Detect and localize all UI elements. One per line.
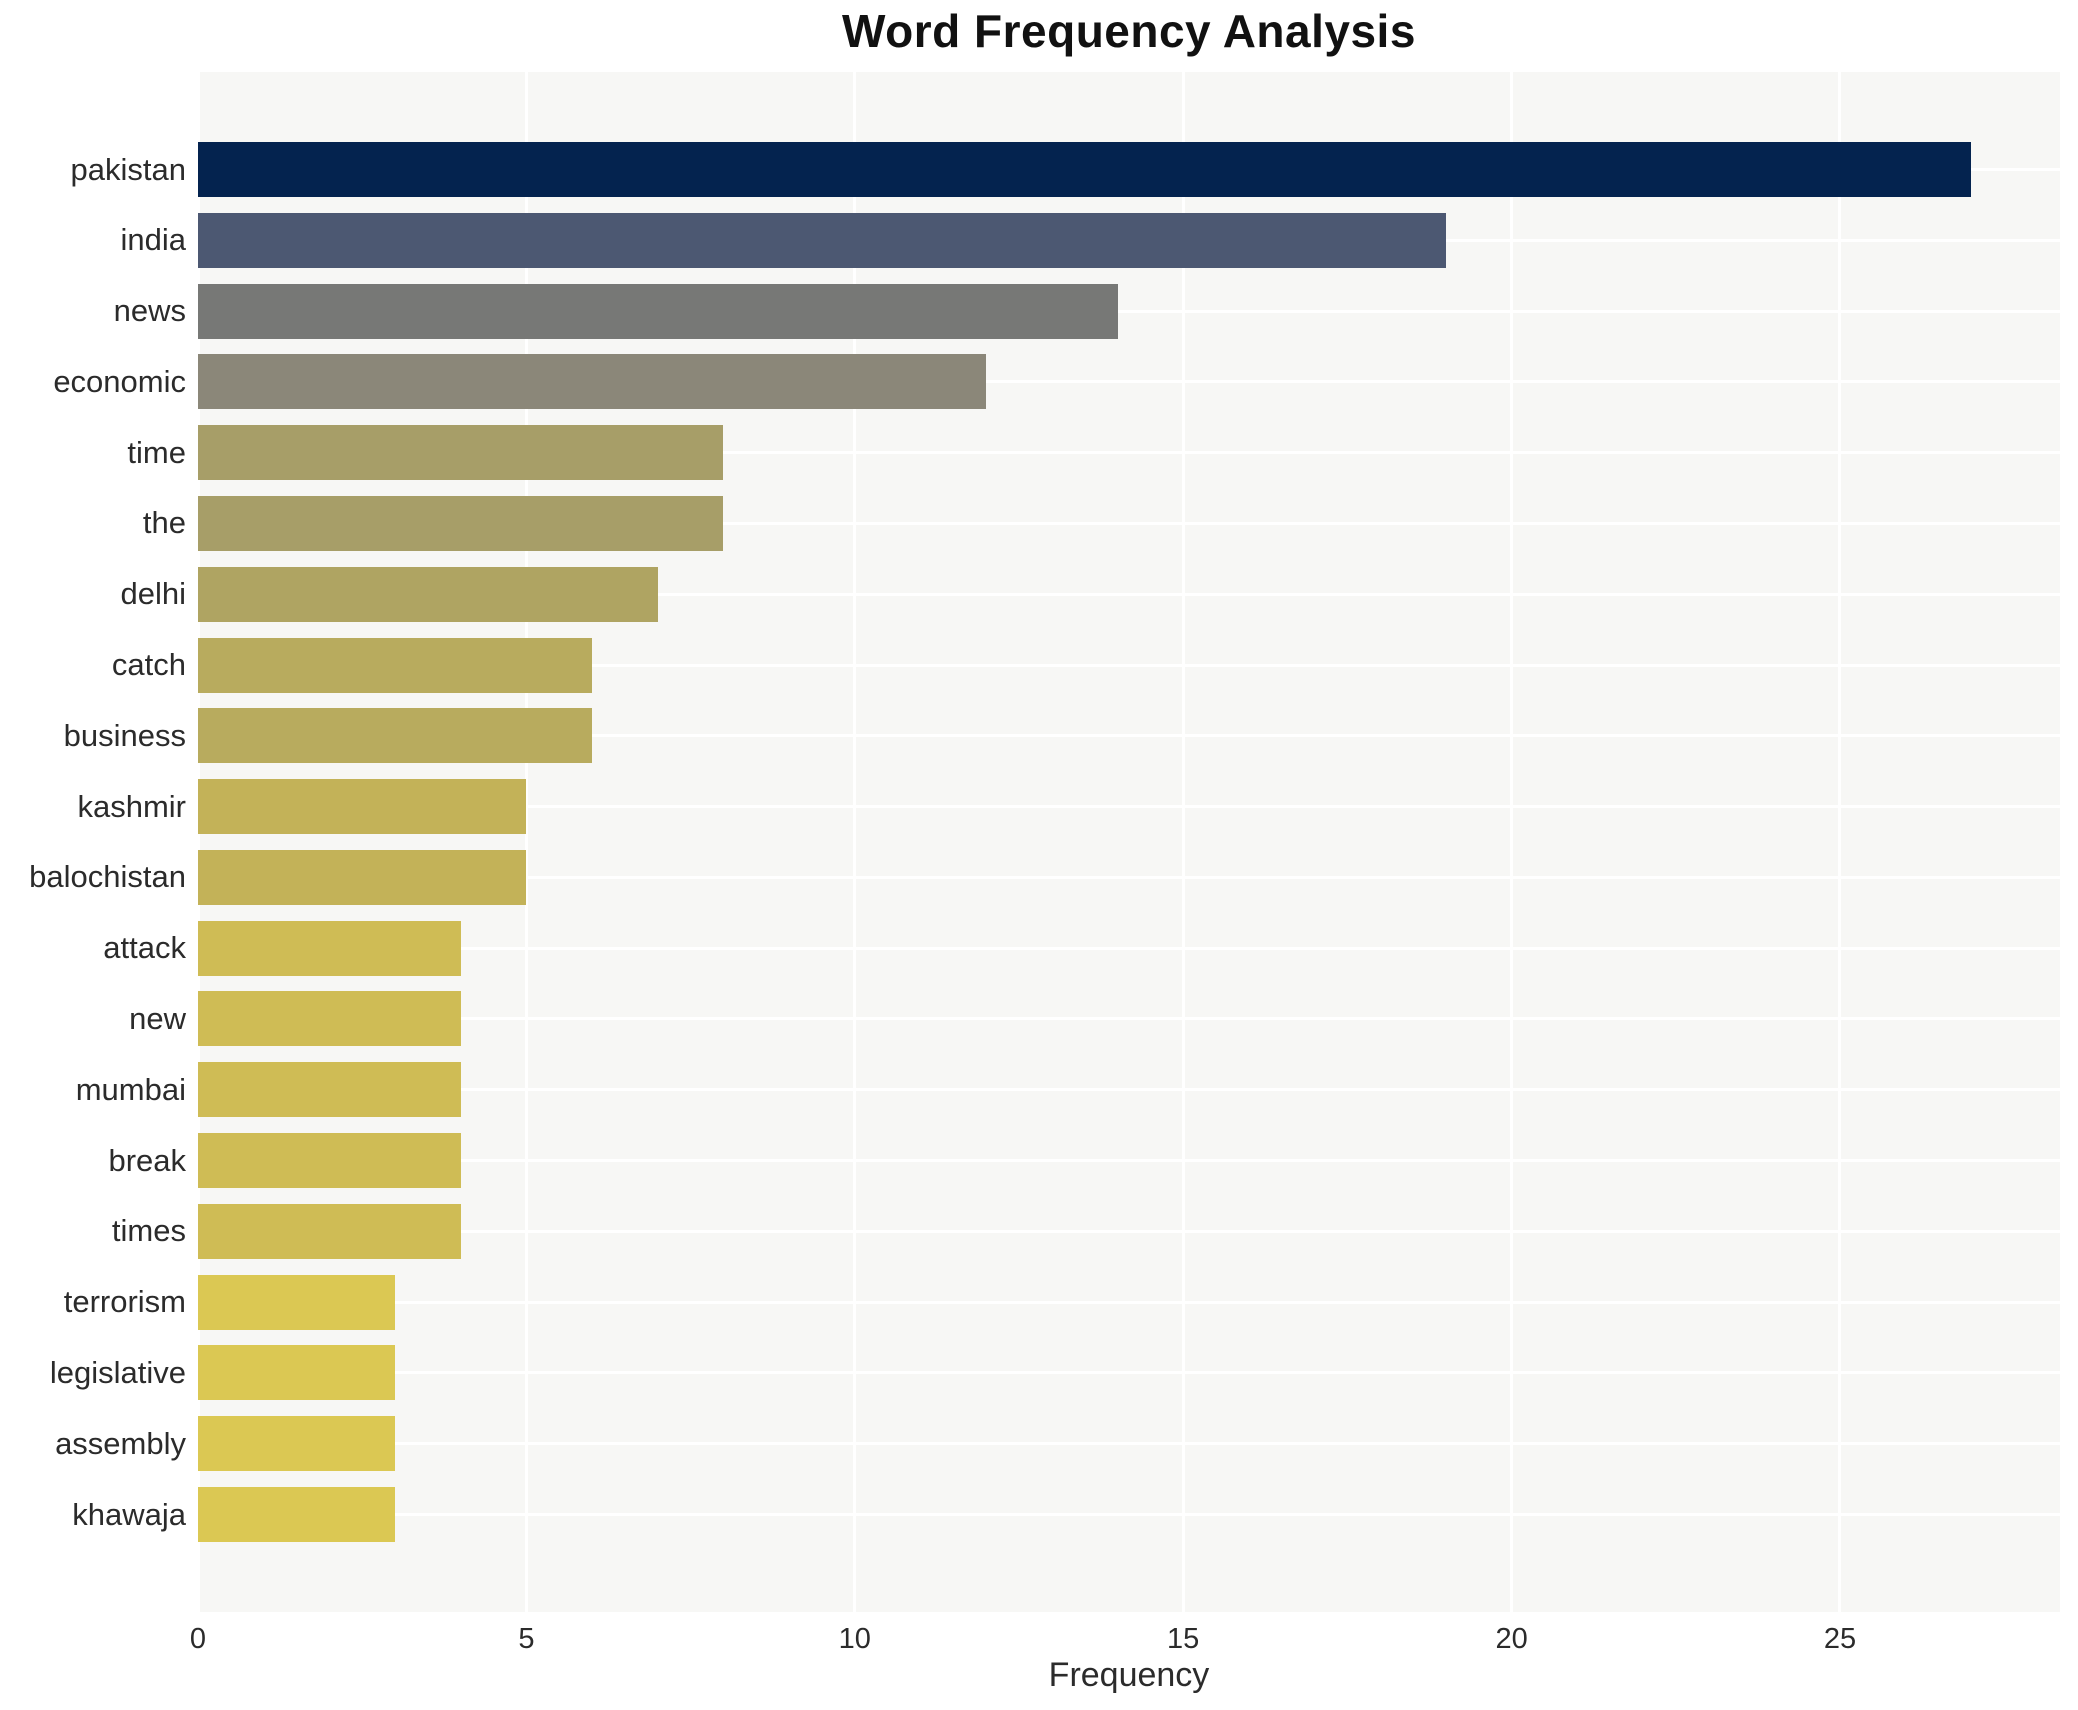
y-tick-label-new: new xyxy=(129,1000,186,1036)
y-tick-label-assembly: assembly xyxy=(55,1425,186,1461)
bar-assembly xyxy=(198,1416,396,1472)
y-tick-label-break: break xyxy=(108,1142,186,1178)
bar-balochistan xyxy=(198,849,527,905)
plot-area xyxy=(196,72,2060,1612)
y-tick-label-delhi: delhi xyxy=(120,576,187,612)
x-tick-label-10: 10 xyxy=(838,1623,871,1655)
x-axis-title: Frequency xyxy=(1048,1656,1210,1694)
vertical-gridline xyxy=(1510,72,1514,1612)
x-tick-label-5: 5 xyxy=(518,1623,535,1655)
y-tick-label-khawaja: khawaja xyxy=(72,1496,186,1532)
x-tick-label-15: 15 xyxy=(1167,1623,1200,1655)
horizontal-gridline xyxy=(198,1159,2060,1163)
x-tick-label-20: 20 xyxy=(1495,1623,1528,1655)
horizontal-gridline xyxy=(198,592,2060,596)
horizontal-gridline xyxy=(198,1088,2060,1092)
y-tick-label-times: times xyxy=(111,1213,186,1249)
bar-india xyxy=(198,212,1446,268)
bar-attack xyxy=(198,920,461,976)
bar-news xyxy=(198,283,1118,339)
vertical-gridline xyxy=(1838,72,1842,1612)
y-tick-label-catch: catch xyxy=(111,647,186,683)
vertical-gridline xyxy=(853,72,857,1612)
horizontal-gridline xyxy=(198,1017,2060,1021)
bar-legislative xyxy=(198,1345,396,1401)
bar-break xyxy=(198,1133,461,1189)
horizontal-gridline xyxy=(198,521,2060,525)
chart-title: Word Frequency Analysis xyxy=(842,5,1416,57)
y-tick-label-attack: attack xyxy=(103,930,186,966)
bar-mumbai xyxy=(198,1062,461,1118)
horizontal-gridline xyxy=(198,451,2060,455)
bar-economic xyxy=(198,354,987,410)
horizontal-gridline xyxy=(198,1442,2060,1446)
horizontal-gridline xyxy=(198,946,2060,950)
vertical-gridline xyxy=(196,72,200,1612)
bar-the xyxy=(198,495,724,551)
horizontal-gridline xyxy=(198,734,2060,738)
bar-business xyxy=(198,708,593,764)
bar-times xyxy=(198,1203,461,1259)
horizontal-gridline xyxy=(198,380,2060,384)
y-tick-label-india: india xyxy=(120,222,187,258)
y-tick-label-balochistan: balochistan xyxy=(29,859,186,895)
y-tick-label-time: time xyxy=(127,434,186,470)
bar-new xyxy=(198,991,461,1047)
bar-pakistan xyxy=(198,142,1972,197)
bar-terrorism xyxy=(198,1274,396,1330)
bar-delhi xyxy=(198,566,658,622)
horizontal-gridline xyxy=(198,309,2060,313)
horizontal-gridline xyxy=(198,875,2060,879)
vertical-gridline xyxy=(1181,72,1185,1612)
horizontal-gridline xyxy=(198,663,2060,667)
horizontal-gridline xyxy=(198,1371,2060,1375)
y-tick-label-kashmir: kashmir xyxy=(77,788,186,824)
vertical-gridline xyxy=(524,72,528,1612)
y-tick-label-terrorism: terrorism xyxy=(63,1284,186,1320)
y-tick-label-business: business xyxy=(63,717,186,753)
horizontal-gridline xyxy=(198,1229,2060,1233)
y-tick-label-the: the xyxy=(142,505,186,541)
bar-kashmir xyxy=(198,779,527,835)
horizontal-gridline xyxy=(198,1513,2060,1516)
y-tick-label-news: news xyxy=(113,293,186,329)
y-tick-label-mumbai: mumbai xyxy=(75,1071,186,1107)
y-tick-label-economic: economic xyxy=(53,363,186,399)
bar-khawaja xyxy=(198,1487,396,1542)
horizontal-gridline xyxy=(198,805,2060,809)
bar-time xyxy=(198,425,724,481)
x-tick-label-25: 25 xyxy=(1823,1623,1857,1655)
y-tick-label-legislative: legislative xyxy=(49,1354,186,1390)
horizontal-gridline xyxy=(198,1300,2060,1304)
x-tick-label-0: 0 xyxy=(189,1623,207,1655)
bar-catch xyxy=(198,637,593,693)
y-tick-label-pakistan: pakistan xyxy=(70,151,186,187)
